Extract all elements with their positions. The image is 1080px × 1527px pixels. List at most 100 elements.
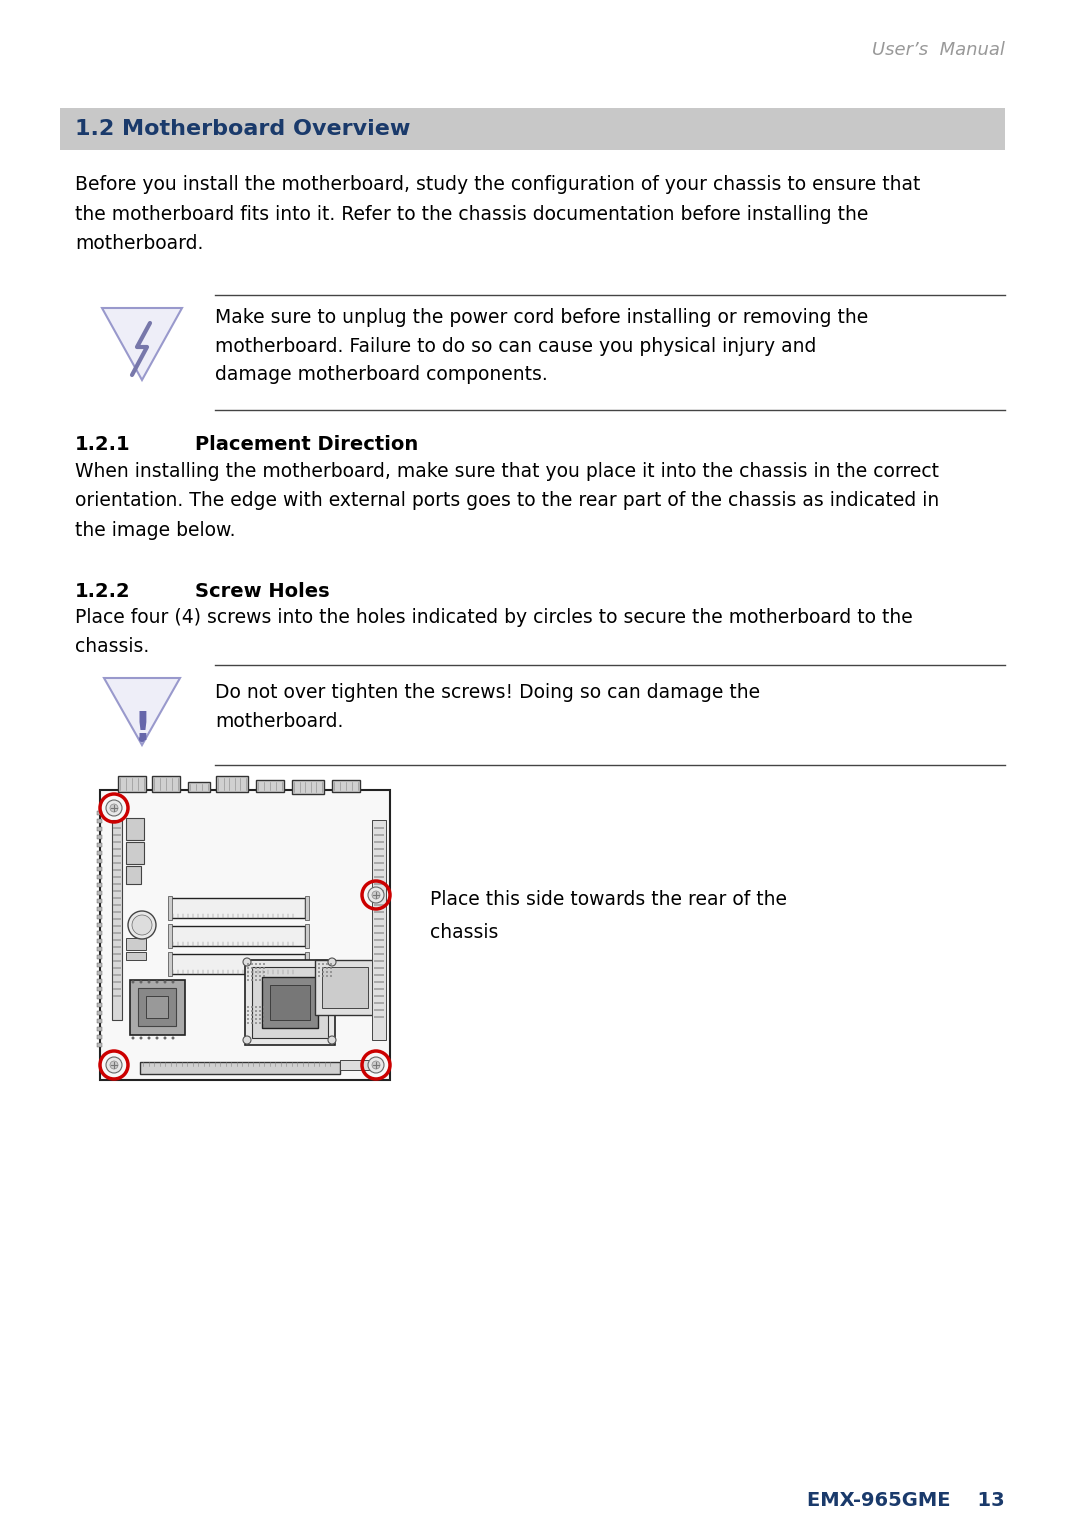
Bar [322, 967, 368, 1008]
Circle shape [247, 1019, 249, 1020]
Bar [168, 924, 172, 948]
Circle shape [259, 967, 261, 970]
Bar [97, 1003, 102, 1006]
Bar [374, 925, 384, 927]
Text: Do not over tighten the screws! Doing so can damage the
motherboard.: Do not over tighten the screws! Doing so… [215, 683, 760, 731]
Bar [292, 780, 324, 794]
Bar [146, 996, 168, 1019]
Bar [113, 855, 121, 857]
Bar [138, 988, 176, 1026]
Text: Placement Direction: Placement Direction [195, 435, 418, 454]
Bar [97, 954, 102, 959]
Circle shape [255, 976, 257, 977]
Circle shape [251, 979, 253, 980]
Bar [168, 896, 172, 919]
Bar [97, 875, 102, 880]
Circle shape [251, 1006, 253, 1008]
Bar [113, 876, 121, 878]
Circle shape [139, 1037, 143, 1040]
Bar [126, 866, 141, 884]
Bar [113, 834, 121, 835]
Circle shape [372, 1061, 380, 1069]
Circle shape [251, 964, 253, 965]
Circle shape [251, 1022, 253, 1025]
Bar [374, 869, 384, 870]
Bar [305, 924, 309, 948]
Circle shape [259, 976, 261, 977]
Bar [97, 828, 102, 831]
Circle shape [264, 1014, 265, 1015]
Circle shape [247, 979, 249, 980]
Bar [97, 1028, 102, 1031]
Bar [113, 847, 121, 851]
Bar [97, 818, 102, 823]
Circle shape [156, 980, 159, 983]
Circle shape [259, 971, 261, 973]
Circle shape [326, 976, 328, 977]
Circle shape [251, 1019, 253, 1020]
Circle shape [247, 971, 249, 973]
Bar [97, 851, 102, 855]
Circle shape [255, 1019, 257, 1020]
Bar [374, 918, 384, 919]
Circle shape [322, 976, 324, 977]
Circle shape [264, 979, 265, 980]
Bar [188, 782, 210, 793]
Bar [97, 899, 102, 902]
Bar [152, 776, 180, 793]
Circle shape [247, 967, 249, 970]
Circle shape [255, 964, 257, 965]
Text: 1.2.1: 1.2.1 [75, 435, 131, 454]
Text: User’s  Manual: User’s Manual [873, 41, 1005, 60]
Circle shape [163, 1037, 166, 1040]
Text: Place four (4) screws into the holes indicated by circles to secure the motherbo: Place four (4) screws into the holes ind… [75, 608, 913, 657]
Text: When installing the motherboard, make sure that you place it into the chassis in: When installing the motherboard, make su… [75, 463, 940, 541]
Circle shape [251, 967, 253, 970]
Circle shape [106, 1057, 122, 1073]
Circle shape [163, 980, 166, 983]
Bar [97, 1019, 102, 1023]
Bar [97, 922, 102, 927]
Bar [113, 988, 121, 989]
Circle shape [259, 1022, 261, 1025]
Circle shape [251, 971, 253, 973]
Circle shape [255, 979, 257, 980]
Bar [305, 896, 309, 919]
Bar [168, 951, 172, 976]
Circle shape [251, 976, 253, 977]
Bar [113, 883, 121, 886]
Circle shape [318, 971, 320, 973]
Bar [118, 776, 146, 793]
Circle shape [318, 967, 320, 970]
Circle shape [132, 1037, 135, 1040]
Bar [374, 1009, 384, 1011]
Circle shape [330, 971, 332, 973]
Circle shape [330, 964, 332, 965]
Bar [305, 951, 309, 976]
Circle shape [243, 957, 251, 967]
Circle shape [264, 1006, 265, 1008]
Bar [374, 980, 384, 983]
Bar [216, 776, 248, 793]
Circle shape [172, 1037, 175, 1040]
Bar [97, 915, 102, 919]
Bar [374, 883, 384, 886]
Circle shape [264, 1019, 265, 1020]
Circle shape [264, 967, 265, 970]
Bar [113, 841, 121, 843]
Bar [97, 1035, 102, 1038]
Bar [97, 971, 102, 976]
Circle shape [259, 1009, 261, 1012]
Bar [112, 820, 122, 1020]
Circle shape [318, 976, 320, 977]
Bar [374, 1002, 384, 1003]
Bar [170, 954, 305, 974]
Circle shape [259, 964, 261, 965]
Bar [113, 890, 121, 892]
Circle shape [264, 976, 265, 977]
Bar [60, 108, 1005, 150]
Circle shape [259, 979, 261, 980]
Circle shape [264, 971, 265, 973]
Bar [100, 789, 390, 1080]
Bar [113, 863, 121, 864]
